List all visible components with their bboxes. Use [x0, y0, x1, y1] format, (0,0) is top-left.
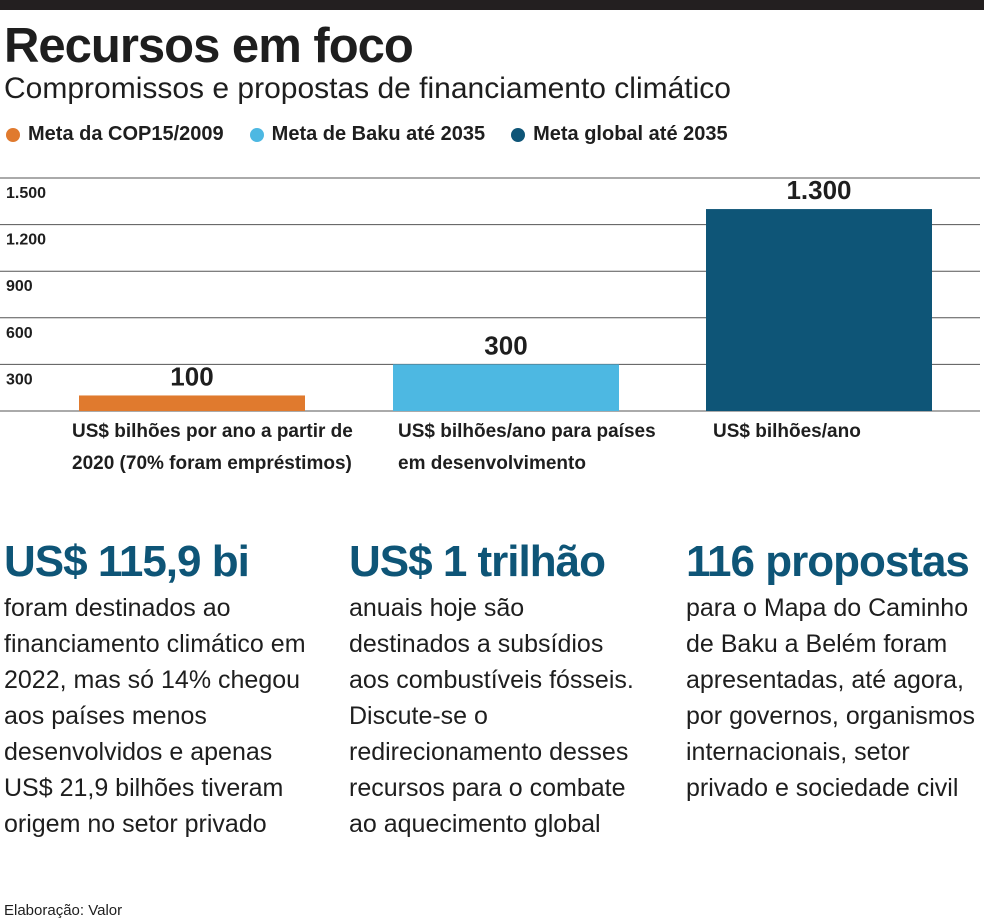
legend-swatch-global — [511, 127, 526, 142]
legend-item-global: Meta global até 2035 — [511, 123, 728, 146]
stat-proposals: 116 propostas para o Mapa do Caminho de … — [686, 536, 982, 806]
legend-label-cop15: Meta da COP15/2009 — [28, 123, 224, 145]
bar — [706, 209, 932, 411]
legend-swatch-baku — [249, 127, 264, 142]
stat-subsidies: US$ 1 trilhão anuais hoje são destinados… — [349, 536, 649, 842]
bar — [79, 395, 305, 411]
legend-swatch-cop15 — [6, 127, 20, 142]
bar-value-label: 100 — [170, 361, 213, 391]
category-note-cop15: US$ bilhões por ano a partir de 2020 (70… — [72, 421, 353, 474]
stat-headline: 116 propostas — [686, 537, 970, 586]
y-tick-label: 900 — [6, 278, 33, 295]
stat-headline: US$ 115,9 bi — [4, 537, 250, 586]
legend-label-global: Meta global até 2035 — [533, 123, 728, 145]
legend-item-cop15: Meta da COP15/2009 — [6, 123, 224, 146]
top-rule — [0, 0, 984, 10]
chart-subtitle: Compromissos e propostas de financiament… — [4, 72, 731, 105]
y-tick-label: 600 — [6, 325, 33, 342]
stat-text: foram destinados ao financiamento climát… — [4, 594, 306, 838]
bar-chart: 300 600 900 1.200 1.500 100 300 1.300 — [0, 175, 980, 412]
bar — [393, 364, 619, 411]
bar-value-label: 1.300 — [786, 175, 851, 205]
stat-headline: US$ 1 trilhão — [349, 537, 606, 586]
category-note-global: US$ bilhões/ano — [713, 421, 861, 442]
stat-financing: US$ 115,9 bi foram destinados ao financi… — [4, 536, 324, 842]
bar-value-label: 300 — [484, 330, 527, 360]
legend-label-baku: Meta de Baku até 2035 — [271, 123, 486, 145]
y-tick-label: 300 — [6, 371, 33, 388]
category-note-baku: US$ bilhões/ano para países em desenvolv… — [398, 421, 656, 474]
stat-text: anuais hoje são destinados a subsídios a… — [349, 594, 634, 838]
stat-text: para o Mapa do Caminho de Baku a Belém f… — [686, 594, 976, 802]
y-tick-label: 1.500 — [6, 185, 46, 202]
legend: Meta da COP15/2009 Meta de Baku até 2035… — [6, 123, 754, 146]
source-credit: Elaboração: Valor — [4, 902, 123, 919]
legend-item-baku: Meta de Baku até 2035 — [249, 123, 486, 146]
y-tick-label: 1.200 — [6, 232, 46, 249]
chart-title: Recursos em foco — [4, 19, 414, 73]
